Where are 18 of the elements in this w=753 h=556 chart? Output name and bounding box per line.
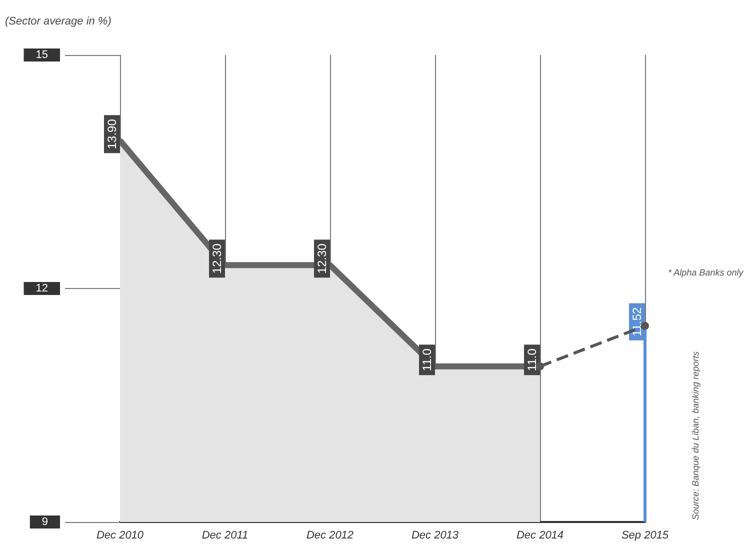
- x-tick-label: Dec 2013: [411, 530, 460, 542]
- data-label: 12.30: [210, 243, 224, 274]
- source-note: Source: Banque du Liban, banking reports: [690, 350, 700, 520]
- y-tick-label: 15: [36, 49, 48, 61]
- text: * Alpha Banks only: [668, 268, 744, 278]
- y-tick-label: 12: [36, 282, 48, 294]
- data-label: 13.90: [105, 118, 119, 150]
- x-tick-label: Dec 2012: [306, 530, 354, 542]
- data-label: 11.0: [525, 348, 539, 372]
- x-tick-label: Dec 2010: [96, 530, 144, 542]
- data-label: 11.0: [420, 348, 434, 372]
- data-label: 12.30: [315, 243, 329, 274]
- x-tick-label: Sep 2015: [621, 530, 670, 542]
- y-axis-title: (Sector average in %): [5, 16, 112, 28]
- x-tick-label: Dec 2011: [202, 530, 248, 542]
- y-tick-label: 9: [42, 516, 48, 528]
- x-tick-label: Dec 2014: [516, 530, 564, 542]
- data-label: 11.52: [630, 306, 644, 336]
